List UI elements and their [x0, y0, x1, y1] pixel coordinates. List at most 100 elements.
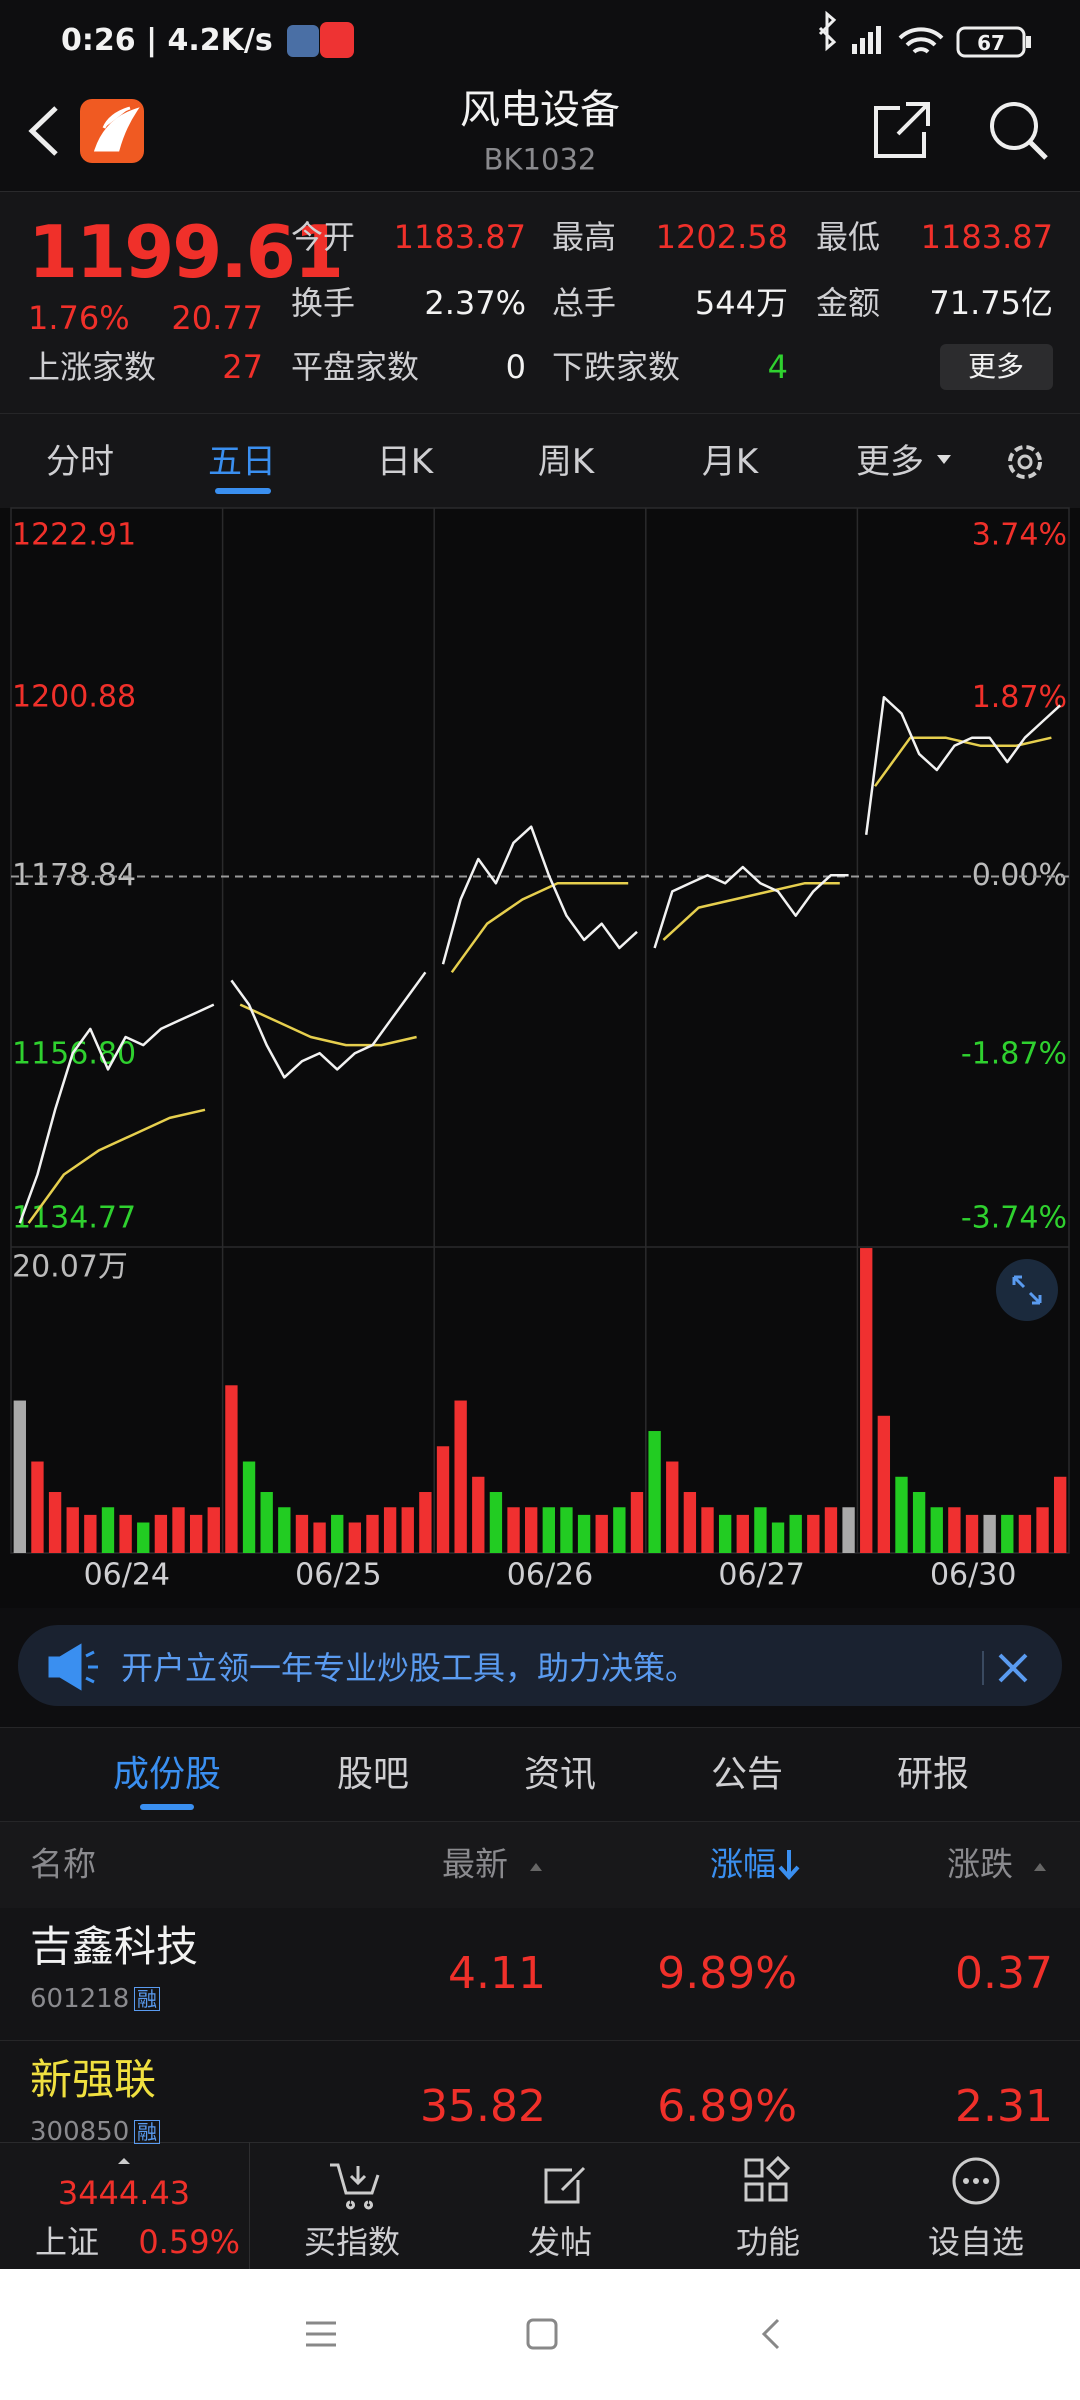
- list-tab[interactable]: 股吧: [336, 1754, 410, 1795]
- plot-frame: [10, 507, 1070, 1554]
- stock-change: 2.31: [955, 2081, 1053, 2132]
- more-button[interactable]: [940, 344, 1053, 390]
- stock-name[interactable]: 新强联: [30, 2055, 157, 2104]
- y2-tick-label: -1.87%: [961, 1036, 1067, 1071]
- banner-text[interactable]: 开户立领一年专业炒股工具，助力决策。: [121, 1649, 698, 1687]
- watchlist-icon[interactable]: [952, 2157, 1000, 2205]
- search-icon[interactable]: [990, 102, 1038, 150]
- volume-bar: [1018, 1514, 1032, 1553]
- bottom-action[interactable]: 买指数: [303, 2223, 401, 2261]
- volume-bar: [366, 1514, 379, 1553]
- volume-tick-label: 20.07万: [12, 1250, 128, 1285]
- volume-bar: [66, 1507, 79, 1553]
- field-label: 今开: [291, 218, 356, 256]
- search-icon-handle: [1028, 140, 1048, 160]
- bottom-bar: [0, 2142, 1080, 2270]
- volume-bar: [13, 1400, 26, 1553]
- volume-bar: [736, 1514, 749, 1553]
- volume-bar: [525, 1507, 538, 1553]
- volume-bar: [912, 1492, 926, 1553]
- volume-bar: [154, 1514, 168, 1553]
- period-tabs: [0, 413, 1080, 510]
- volume-bar: [172, 1507, 185, 1553]
- bottom-action[interactable]: 设自选: [927, 2223, 1025, 2261]
- down-count: 4: [767, 348, 788, 386]
- volume-bar: [84, 1514, 97, 1553]
- column-header[interactable]: 涨幅: [710, 1844, 776, 1884]
- field-label: 下跌家数: [552, 348, 681, 386]
- banner[interactable]: [18, 1625, 1062, 1706]
- stock-pct: 9.89%: [657, 1948, 797, 1999]
- change-pct: 1.76%: [28, 299, 130, 337]
- sort-icon[interactable]: [1034, 1863, 1046, 1871]
- post-icon[interactable]: [544, 2166, 586, 2204]
- volume-bar: [1054, 1476, 1067, 1553]
- back-icon[interactable]: [28, 106, 58, 156]
- volume-bar: [48, 1492, 62, 1553]
- column-header[interactable]: 最新: [442, 1844, 508, 1884]
- x-tick-label: 06/27: [718, 1558, 804, 1593]
- list-tab[interactable]: 资讯: [523, 1754, 597, 1795]
- quote-panel: [0, 191, 1080, 414]
- period-tab[interactable]: 分时: [46, 442, 114, 482]
- status-icon: [320, 22, 354, 58]
- share-icon[interactable]: [874, 102, 930, 158]
- column-header[interactable]: 涨跌: [947, 1844, 1013, 1884]
- sort-icon[interactable]: [530, 1863, 542, 1871]
- volume-bar: [965, 1514, 979, 1553]
- x-tick-label: 06/24: [84, 1558, 170, 1593]
- margin-tag: 融: [134, 1987, 160, 2011]
- buy-index-icon[interactable]: [330, 2163, 380, 2210]
- period-tab[interactable]: 月K: [701, 442, 759, 482]
- expand-button[interactable]: [996, 1259, 1058, 1321]
- volume-bar: [860, 1248, 873, 1553]
- settings-icon[interactable]: [1008, 445, 1042, 479]
- tab-underline: [140, 1804, 194, 1810]
- watchlist-dots: [963, 2178, 989, 2184]
- field-value: 1183.87: [920, 218, 1053, 256]
- index-pct: 0.59%: [138, 2223, 240, 2261]
- stock-code: 601218: [30, 1984, 130, 2014]
- list-panel: [0, 1727, 1080, 2143]
- period-tab[interactable]: 周K: [537, 442, 595, 482]
- chart-area: [0, 508, 1080, 1608]
- volume-bar: [189, 1514, 203, 1553]
- back-key[interactable]: [761, 2318, 780, 2350]
- home-key[interactable]: [526, 2318, 558, 2350]
- volume-bar: [577, 1514, 591, 1553]
- y2-tick-label: 1.87%: [972, 680, 1067, 715]
- volume-bar: [983, 1514, 996, 1553]
- function-icon[interactable]: [744, 2155, 791, 2202]
- bluetooth-icon: [818, 10, 837, 52]
- volume-bar: [207, 1507, 220, 1553]
- period-tab[interactable]: 日K: [376, 442, 434, 482]
- status-icon: [287, 25, 319, 57]
- bottom-action[interactable]: 发帖: [527, 2223, 593, 2261]
- volume-bar: [824, 1507, 838, 1553]
- field-label: 最低: [816, 218, 881, 256]
- volume-bar: [401, 1507, 414, 1553]
- volume-bar: [419, 1492, 432, 1553]
- battery-level: 67: [977, 31, 1005, 55]
- volume-bar: [895, 1476, 908, 1553]
- period-tab[interactable]: 五日: [208, 442, 276, 482]
- stock-name[interactable]: 吉鑫科技: [30, 1922, 199, 1971]
- period-tab[interactable]: 更多: [856, 442, 924, 482]
- bottom-action[interactable]: 功能: [735, 2223, 801, 2261]
- menu-key[interactable]: [306, 2321, 336, 2347]
- volume-bar: [718, 1514, 732, 1553]
- volume-bar: [313, 1522, 326, 1553]
- volume-bar: [771, 1522, 785, 1553]
- last-price: 1199.61: [28, 210, 344, 294]
- price-line: [230, 971, 427, 1079]
- sort-desc-icon[interactable]: [778, 1850, 800, 1880]
- close-icon[interactable]: [998, 1653, 1028, 1683]
- list-tab[interactable]: 公告: [710, 1754, 784, 1795]
- up-count: 27: [222, 348, 263, 386]
- list-tab[interactable]: 研报: [896, 1754, 970, 1795]
- volume-bar: [1001, 1514, 1014, 1553]
- list-tab[interactable]: 成份股: [112, 1754, 222, 1795]
- volume-bar: [648, 1431, 661, 1553]
- more-button-label[interactable]: 更多: [967, 350, 1025, 383]
